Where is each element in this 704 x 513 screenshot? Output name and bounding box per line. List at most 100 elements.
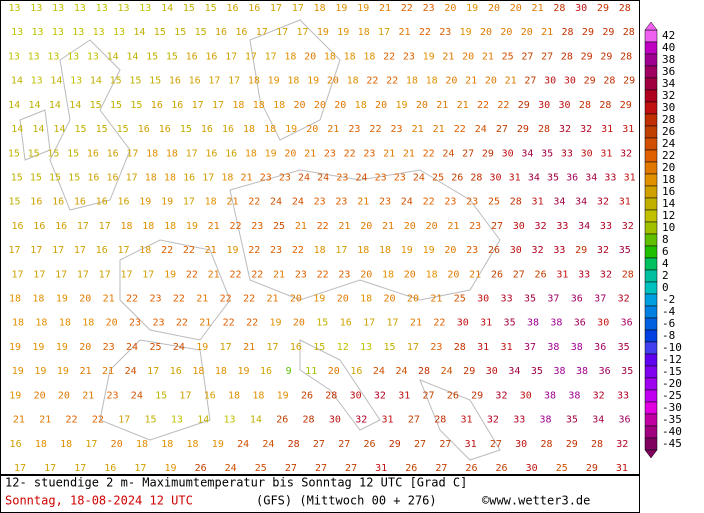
temp-value: 35 xyxy=(619,245,631,256)
legend-label: 40 xyxy=(662,41,675,54)
temp-value: 15 xyxy=(68,172,80,183)
temp-value: 34 xyxy=(521,148,533,159)
temp-value: 31 xyxy=(556,269,568,280)
temp-value: 21 xyxy=(79,366,91,377)
temp-value: 13 xyxy=(72,27,84,38)
temp-value: 16 xyxy=(340,318,352,329)
legend-swatch xyxy=(644,161,658,175)
temp-value: 22 xyxy=(126,294,138,305)
temp-value: 32 xyxy=(355,415,367,426)
temp-value: 15 xyxy=(205,3,217,14)
temp-value: 24 xyxy=(126,342,138,353)
temp-value: 22 xyxy=(183,245,195,256)
temp-value: 32 xyxy=(622,221,634,232)
temp-value: 35 xyxy=(621,366,633,377)
legend-label: 10 xyxy=(662,221,675,234)
temp-value: 15 xyxy=(110,100,122,111)
temp-value: 26 xyxy=(496,463,508,474)
temp-value: 20 xyxy=(306,124,318,135)
temp-value: 31 xyxy=(477,342,489,353)
temp-value: 16 xyxy=(96,245,108,256)
temp-value: 23 xyxy=(279,172,291,183)
temp-value: 15 xyxy=(11,172,23,183)
temp-value: 20 xyxy=(462,51,474,62)
temp-value: 27 xyxy=(524,76,536,87)
temp-value: 20 xyxy=(294,100,306,111)
temp-value: 18 xyxy=(245,148,257,159)
temp-value: 22 xyxy=(292,245,304,256)
legend-swatch xyxy=(644,41,658,55)
temp-value: 27 xyxy=(422,390,434,401)
temp-value: 28 xyxy=(599,100,611,111)
temp-value: 29 xyxy=(482,148,494,159)
temp-value: 18 xyxy=(146,148,158,159)
temp-value: 15 xyxy=(316,318,328,329)
temp-value: 35 xyxy=(524,294,536,305)
temp-value: 16 xyxy=(260,366,272,377)
temp-value: 29 xyxy=(575,245,587,256)
temp-value: 14 xyxy=(133,27,145,38)
temp-value: 18 xyxy=(60,439,72,450)
temp-value: 38 xyxy=(540,415,552,426)
temp-value: 21 xyxy=(208,221,220,232)
legend-swatch xyxy=(644,113,658,127)
legend-label: -45 xyxy=(662,437,682,450)
temp-value: 26 xyxy=(276,415,288,426)
temp-value: 12 xyxy=(337,342,349,353)
temp-value: 18 xyxy=(379,245,391,256)
temp-value: 21 xyxy=(205,245,217,256)
temp-value: 18 xyxy=(192,366,204,377)
temp-value: 20 xyxy=(407,294,419,305)
temp-value: 27 xyxy=(541,51,553,62)
temp-value: 35 xyxy=(566,415,578,426)
temp-value: 17 xyxy=(387,318,399,329)
temp-value: 24 xyxy=(125,366,137,377)
temp-value: 17 xyxy=(85,439,97,450)
legend-swatch xyxy=(644,221,658,235)
legend-label: -25 xyxy=(662,389,682,402)
legend-swatch xyxy=(644,245,658,259)
temp-value: 21 xyxy=(241,172,253,183)
temp-value: 16 xyxy=(170,366,182,377)
temp-value: 22 xyxy=(251,269,263,280)
temp-value: 21 xyxy=(13,415,25,426)
temp-value: 19 xyxy=(12,366,24,377)
temp-value: 27 xyxy=(496,124,508,135)
temp-value: 22 xyxy=(66,415,78,426)
temp-value: 15 xyxy=(9,197,21,208)
temp-value: 11 xyxy=(305,366,317,377)
temp-value: 18 xyxy=(252,390,264,401)
temp-value: 18 xyxy=(9,294,21,305)
temp-value: 20 xyxy=(360,221,372,232)
temp-value: 26 xyxy=(363,439,375,450)
temp-value: 18 xyxy=(426,269,438,280)
temp-value: 18 xyxy=(382,269,394,280)
temp-value: 17 xyxy=(192,100,204,111)
temp-value: 20 xyxy=(404,221,416,232)
temp-value: 28 xyxy=(510,197,522,208)
temp-value: 20 xyxy=(500,27,512,38)
legend-swatch xyxy=(644,401,658,415)
temp-value: 18 xyxy=(253,100,265,111)
temp-value: 17 xyxy=(225,51,237,62)
temp-value: 21 xyxy=(465,76,477,87)
temp-value: 22 xyxy=(317,221,329,232)
temp-value: 20 xyxy=(521,27,533,38)
temp-value: 23 xyxy=(439,27,451,38)
temp-value: 22 xyxy=(344,148,356,159)
temp-value: 21 xyxy=(295,221,307,232)
temp-value: 16 xyxy=(138,124,150,135)
temp-value: 16 xyxy=(117,197,129,208)
legend-label: -12 xyxy=(662,353,682,366)
temp-value: 17 xyxy=(378,27,390,38)
temp-value: 24 xyxy=(173,342,185,353)
temp-value: 33 xyxy=(578,269,590,280)
legend-swatch xyxy=(644,89,658,103)
temp-value: 18 xyxy=(205,197,217,208)
temp-value: 31 xyxy=(600,148,612,159)
temp-value: 17 xyxy=(363,318,375,329)
legend-swatch xyxy=(644,437,658,451)
legend-swatch xyxy=(644,317,658,331)
temp-value: 17 xyxy=(256,27,268,38)
